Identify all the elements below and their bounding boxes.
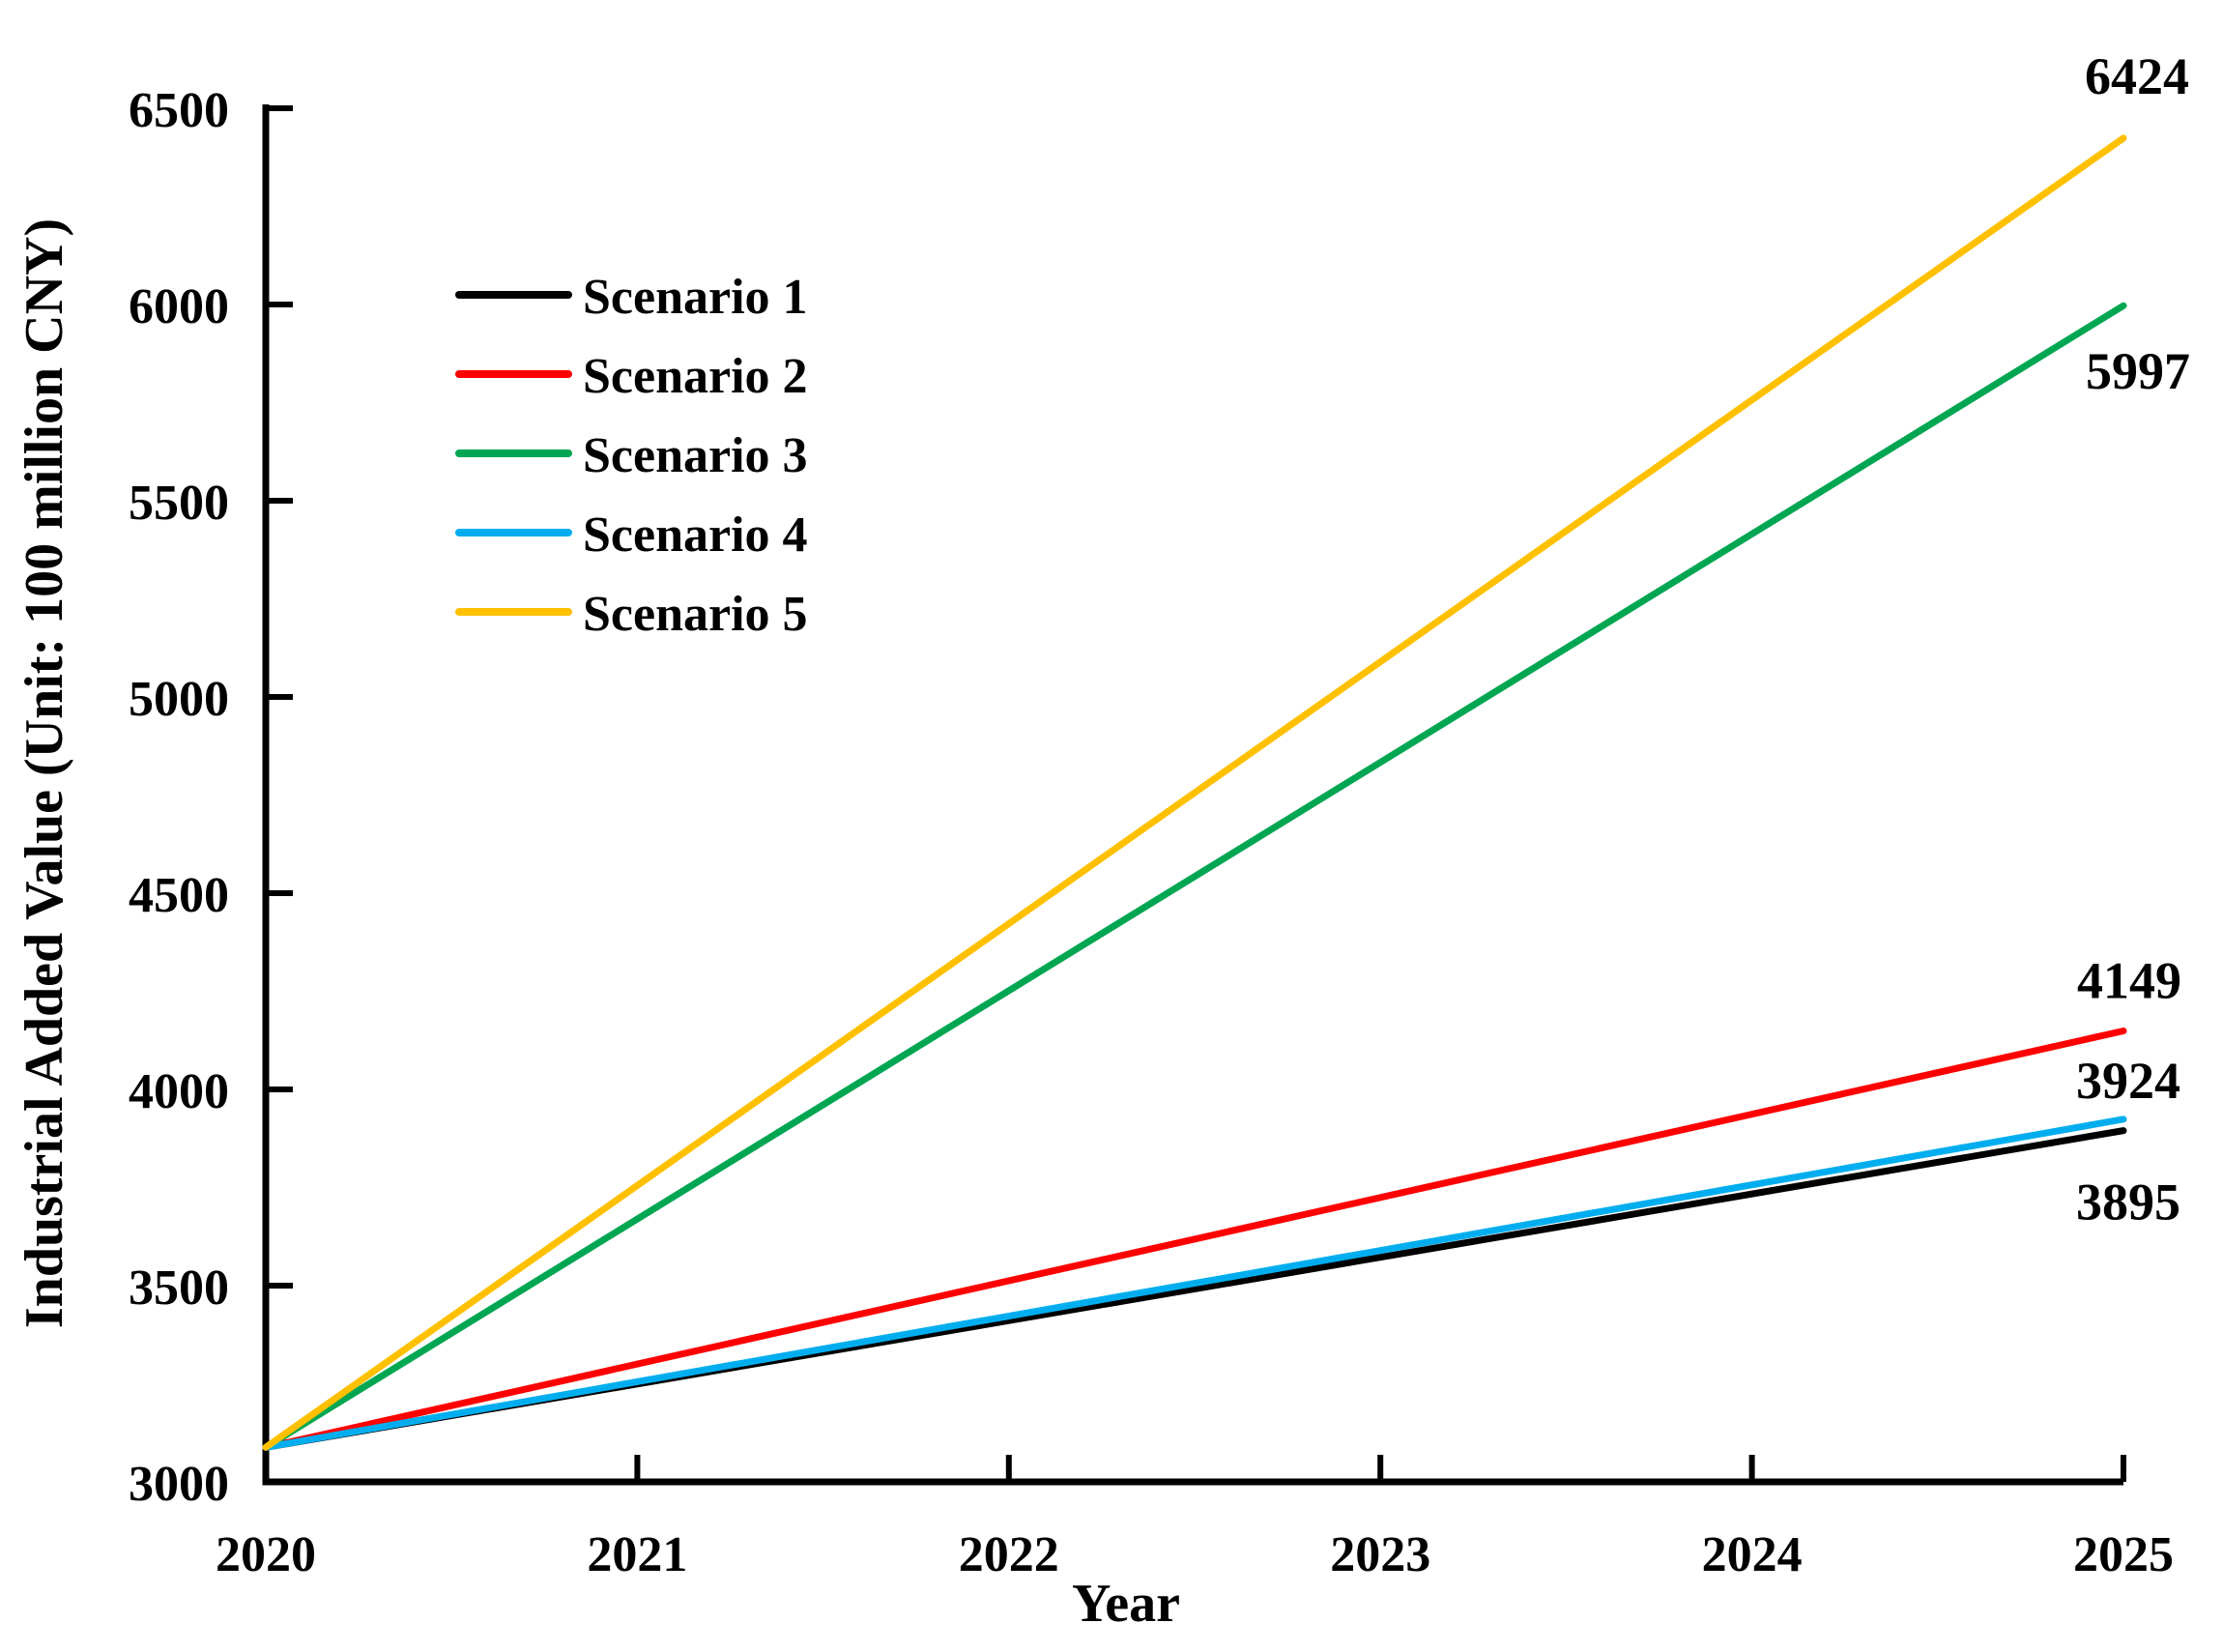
end-value-label-scenario-3: 5997	[2086, 342, 2190, 400]
axis-spines	[262, 104, 2123, 1486]
y-tick-label: 4500	[129, 868, 229, 923]
legend-label-scenario-5: Scenario 5	[583, 587, 808, 642]
y-tick-label: 6000	[129, 279, 229, 334]
legend-label-scenario-4: Scenario 4	[583, 507, 808, 563]
y-tick-label: 4000	[129, 1064, 229, 1119]
x-tick-label: 2023	[1330, 1527, 1430, 1582]
x-tick-label: 2020	[216, 1527, 316, 1582]
series-line-scenario-5	[262, 134, 2127, 1451]
y-tick-label: 3500	[129, 1261, 229, 1316]
x-tick-label: 2025	[2073, 1527, 2174, 1582]
end-value-label-scenario-2: 4149	[2077, 952, 2181, 1010]
series-line-scenario-3	[262, 302, 2127, 1451]
y-tick-label: 6500	[129, 83, 229, 138]
series-line-scenario-4	[262, 1116, 2127, 1451]
x-axis-title: Year	[1072, 1574, 1180, 1634]
legend-label-scenario-2: Scenario 2	[583, 349, 808, 404]
end-value-label-scenario-4: 3924	[2076, 1052, 2180, 1110]
x-tick-label: 2021	[587, 1527, 687, 1582]
series-line-scenario-2	[262, 1028, 2127, 1451]
end-value-label-scenario-5: 6424	[2085, 47, 2189, 105]
legend-label-scenario-1: Scenario 1	[583, 270, 808, 325]
y-tick-label: 3000	[129, 1457, 229, 1512]
legend-label-scenario-3: Scenario 3	[583, 428, 808, 483]
x-tick-label: 2024	[1702, 1527, 1803, 1582]
x-tick-label: 2022	[959, 1527, 1059, 1582]
y-tick-label: 5500	[129, 476, 229, 531]
end-value-label-scenario-1: 3895	[2076, 1174, 2180, 1232]
y-axis-title: Industrial Added Value (Unit: 100 millio…	[14, 218, 74, 1328]
y-tick-label: 5000	[129, 672, 229, 727]
